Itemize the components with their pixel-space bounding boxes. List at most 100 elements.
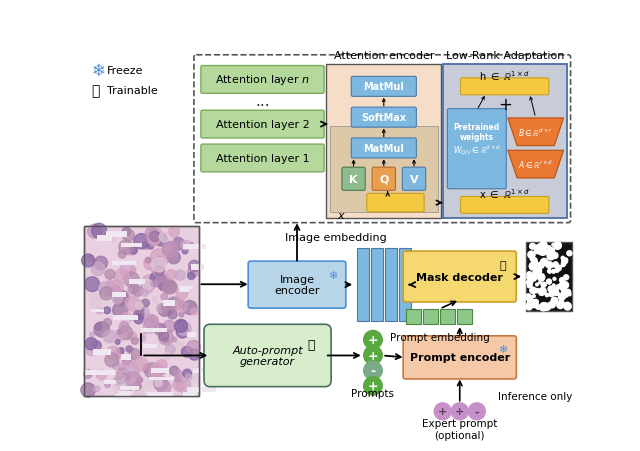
Circle shape — [547, 246, 551, 250]
Circle shape — [81, 383, 95, 397]
Bar — [191, 265, 204, 270]
Circle shape — [539, 281, 541, 284]
Circle shape — [188, 267, 198, 278]
Text: Prompts: Prompts — [351, 388, 394, 398]
Circle shape — [176, 288, 188, 300]
Circle shape — [532, 295, 535, 298]
Text: 🔥: 🔥 — [92, 84, 100, 98]
Circle shape — [185, 374, 192, 381]
Text: Attention layer 2: Attention layer 2 — [216, 120, 309, 130]
Circle shape — [562, 292, 568, 298]
Circle shape — [547, 307, 550, 310]
Circle shape — [104, 319, 111, 327]
Text: SoftMax: SoftMax — [362, 113, 406, 123]
Circle shape — [540, 260, 545, 265]
Circle shape — [142, 242, 150, 250]
Circle shape — [142, 299, 150, 307]
Circle shape — [132, 286, 143, 297]
Circle shape — [122, 354, 135, 368]
Circle shape — [538, 274, 545, 281]
Text: Q: Q — [379, 175, 388, 184]
Bar — [129, 280, 145, 284]
Circle shape — [548, 271, 551, 273]
Circle shape — [177, 320, 187, 330]
Circle shape — [105, 382, 111, 387]
Bar — [148, 377, 173, 380]
Circle shape — [564, 304, 571, 310]
Circle shape — [86, 346, 96, 356]
Circle shape — [119, 364, 125, 371]
Circle shape — [552, 244, 555, 247]
Circle shape — [115, 374, 125, 384]
Circle shape — [550, 303, 555, 308]
Circle shape — [534, 247, 541, 254]
Circle shape — [561, 264, 564, 267]
Circle shape — [364, 331, 382, 349]
Circle shape — [129, 349, 140, 359]
Circle shape — [557, 302, 564, 309]
Circle shape — [115, 291, 129, 305]
Circle shape — [188, 243, 194, 248]
Circle shape — [125, 372, 141, 387]
Bar — [356, 249, 369, 322]
Bar — [440, 309, 455, 325]
Circle shape — [182, 346, 193, 357]
Circle shape — [162, 280, 177, 294]
Circle shape — [115, 269, 129, 284]
Polygon shape — [508, 151, 564, 179]
Text: MatMul: MatMul — [364, 82, 404, 92]
Bar — [115, 394, 131, 399]
FancyBboxPatch shape — [461, 79, 549, 96]
Bar — [330, 126, 438, 212]
Circle shape — [159, 258, 168, 266]
Text: Attention layer $n$: Attention layer $n$ — [215, 73, 310, 87]
Circle shape — [161, 294, 168, 300]
Circle shape — [151, 281, 157, 287]
Circle shape — [88, 225, 102, 239]
Text: K: K — [349, 175, 358, 184]
Circle shape — [159, 331, 169, 341]
Circle shape — [534, 245, 538, 249]
Circle shape — [536, 248, 540, 252]
Circle shape — [530, 285, 532, 287]
Bar — [113, 316, 138, 320]
Bar — [120, 386, 139, 390]
Circle shape — [145, 382, 152, 389]
Bar — [104, 380, 116, 385]
Circle shape — [545, 294, 548, 297]
Circle shape — [163, 321, 175, 332]
Circle shape — [169, 298, 175, 304]
Circle shape — [162, 242, 175, 255]
Circle shape — [561, 299, 563, 301]
Circle shape — [188, 272, 195, 280]
Circle shape — [120, 322, 129, 331]
Text: 🔥: 🔥 — [307, 338, 315, 351]
Circle shape — [559, 278, 564, 283]
Circle shape — [161, 302, 175, 315]
Circle shape — [152, 258, 166, 272]
Circle shape — [532, 246, 534, 249]
Bar — [121, 244, 141, 248]
Circle shape — [552, 253, 555, 256]
Circle shape — [85, 338, 97, 350]
Circle shape — [182, 249, 188, 254]
Circle shape — [164, 281, 177, 294]
Bar — [97, 236, 113, 242]
Circle shape — [527, 276, 531, 280]
Circle shape — [554, 242, 561, 250]
Circle shape — [163, 243, 178, 258]
Circle shape — [558, 284, 564, 290]
Circle shape — [121, 373, 130, 382]
Bar — [106, 232, 127, 237]
Circle shape — [159, 232, 170, 243]
FancyBboxPatch shape — [342, 168, 365, 191]
Circle shape — [535, 268, 541, 274]
Bar — [147, 392, 173, 396]
Circle shape — [553, 265, 556, 267]
Circle shape — [556, 266, 561, 271]
Circle shape — [364, 361, 382, 380]
Circle shape — [121, 313, 132, 323]
Text: MatMul: MatMul — [364, 143, 404, 154]
Circle shape — [548, 286, 554, 292]
Circle shape — [554, 244, 557, 247]
